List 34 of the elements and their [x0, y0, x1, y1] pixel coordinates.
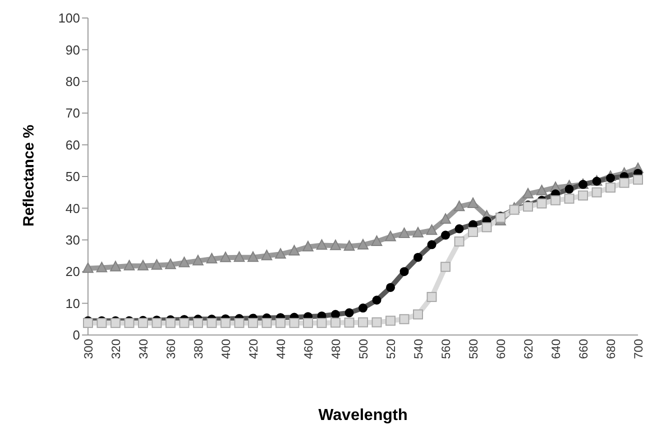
y-axis-title: Reflectance % — [20, 124, 38, 226]
x-tick-label: 340 — [136, 338, 151, 360]
y-tick-label: 20 — [66, 264, 80, 280]
y-tick-label: 90 — [66, 42, 80, 58]
x-tick-label: 600 — [494, 338, 508, 360]
y-tick-label: 70 — [66, 106, 80, 121]
x-tick-label: 700 — [632, 338, 646, 360]
x-tick-label: 380 — [192, 338, 206, 360]
x-tick-label: 360 — [164, 338, 178, 360]
x-tick-label: 320 — [109, 338, 124, 360]
x-tick-label: 540 — [412, 338, 426, 360]
y-tick-label: 30 — [66, 232, 80, 248]
x-tick-label: 300 — [82, 338, 96, 360]
x-axis-title: Wavelength — [318, 407, 408, 424]
x-tick-label: 560 — [439, 338, 454, 360]
x-tick-label: 480 — [329, 338, 344, 360]
y-tick-label: 100 — [58, 10, 80, 26]
x-tick-label: 440 — [274, 338, 288, 360]
x-tick-label: 460 — [302, 338, 316, 360]
y-tick-label: 0 — [72, 328, 80, 343]
x-tick-label: 520 — [384, 338, 398, 360]
x-tick-label: 640 — [549, 338, 564, 360]
x-tick-label: 660 — [576, 338, 591, 360]
y-tick-label: 10 — [66, 296, 80, 311]
x-tick-label: 400 — [219, 338, 234, 360]
y-tick-label: 80 — [66, 74, 80, 90]
x-tick-label: 680 — [604, 338, 618, 360]
x-tick-label: 620 — [522, 338, 536, 360]
x-tick-label: 420 — [246, 338, 261, 360]
x-tick-label: 580 — [466, 338, 481, 360]
y-tick-label: 40 — [66, 200, 80, 216]
y-tick-label: 60 — [66, 137, 80, 152]
x-tick-label: 500 — [356, 338, 371, 360]
y-tick-label: 50 — [66, 169, 80, 184]
